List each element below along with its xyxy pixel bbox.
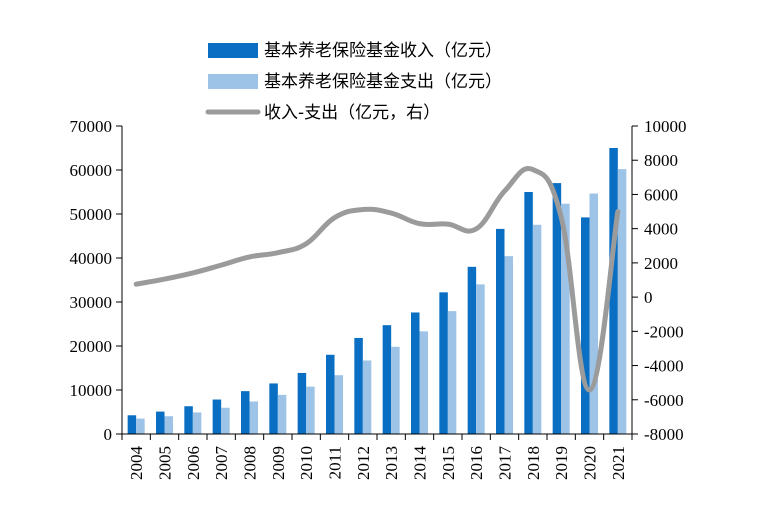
legend-label-0: 基本养老保险基金收入（亿元） xyxy=(264,41,502,61)
bar-expenditure-2014 xyxy=(419,331,428,434)
x-tick-label: 2008 xyxy=(241,446,260,480)
y-right-tick-label: 10000 xyxy=(644,117,687,136)
x-tick-label: 2004 xyxy=(127,446,146,481)
bar-expenditure-2021 xyxy=(617,169,627,435)
legend-label-2: 收入-支出（亿元，右） xyxy=(264,103,440,123)
x-tick-label: 2007 xyxy=(212,446,231,481)
bar-income-2014 xyxy=(411,312,420,434)
bar-income-2004 xyxy=(127,415,137,434)
x-tick-label: 2015 xyxy=(439,446,458,480)
bar-income-2007 xyxy=(212,399,222,434)
bar-expenditure-2004 xyxy=(136,418,145,434)
bar-income-2005 xyxy=(156,411,165,434)
bar-income-2018 xyxy=(524,191,533,434)
bar-expenditure-2016 xyxy=(476,284,485,434)
y-left-tick-label: 40000 xyxy=(70,249,113,268)
series-line-income-minus-expenditure xyxy=(133,166,621,393)
bar-income-2011 xyxy=(326,354,335,434)
bar-income-2012 xyxy=(354,337,363,434)
bar-expenditure-2019 xyxy=(561,203,570,434)
x-tick-label: 2016 xyxy=(467,446,486,480)
y-left-tick-label: 30000 xyxy=(70,293,113,312)
y-right-tick-label: -4000 xyxy=(644,357,684,376)
x-tick-label: 2019 xyxy=(552,446,571,480)
y-right-tick-label: 2000 xyxy=(644,254,678,273)
x-tick-label: 2013 xyxy=(382,446,401,480)
bar-expenditure-2008 xyxy=(249,401,258,434)
x-tick-label: 2005 xyxy=(156,446,175,480)
bar-expenditure-2015 xyxy=(447,311,457,434)
y-right-tick-label: 6000 xyxy=(644,185,678,204)
bar-expenditure-2007 xyxy=(221,407,230,434)
y-left-tick-label: 70000 xyxy=(70,117,113,136)
bar-income-2019 xyxy=(552,183,562,434)
y-left-tick-label: 20000 xyxy=(70,337,113,356)
x-tick-label: 2020 xyxy=(581,446,600,480)
y-left-tick-label: 50000 xyxy=(70,205,113,224)
x-tick-label: 2011 xyxy=(326,446,345,479)
x-tick-label: 2021 xyxy=(609,446,628,480)
y-right-tick-label: 0 xyxy=(644,288,653,307)
y-left-tick-label: 0 xyxy=(104,425,113,444)
bar-expenditure-2005 xyxy=(164,416,173,434)
bar-expenditure-2010 xyxy=(306,386,315,434)
bar-income-2010 xyxy=(297,372,307,434)
bar-expenditure-2018 xyxy=(532,224,542,434)
bar-income-2013 xyxy=(382,325,392,434)
x-tick-label: 2017 xyxy=(496,446,515,481)
y-right-tick-label: 4000 xyxy=(644,220,678,239)
y-right-tick-label: -8000 xyxy=(644,425,684,444)
y-right-tick-label: -2000 xyxy=(644,322,684,341)
legend-label-1: 基本养老保险基金支出（亿元） xyxy=(264,72,502,92)
x-tick-label: 2014 xyxy=(411,446,430,481)
bar-expenditure-2013 xyxy=(391,346,400,434)
bar-expenditure-2012 xyxy=(362,360,372,434)
bar-income-2008 xyxy=(241,391,250,434)
bar-expenditure-2009 xyxy=(277,394,287,434)
bar-income-2020 xyxy=(581,217,590,434)
bar-income-2016 xyxy=(467,266,477,434)
bar-income-2009 xyxy=(269,383,278,434)
y-left-tick-label: 60000 xyxy=(70,161,113,180)
x-tick-label: 2018 xyxy=(524,446,543,480)
x-tick-label: 2006 xyxy=(184,446,203,480)
bar-expenditure-2011 xyxy=(334,375,343,434)
bar-income-2015 xyxy=(439,292,448,434)
bar-income-2006 xyxy=(184,406,193,434)
x-tick-label: 2012 xyxy=(354,446,373,480)
bar-expenditure-2020 xyxy=(589,193,598,434)
x-tick-label: 2009 xyxy=(269,446,288,480)
y-right-tick-label: -6000 xyxy=(644,391,684,410)
bar-expenditure-2006 xyxy=(192,412,202,434)
legend-swatch-income xyxy=(208,43,258,58)
y-right-tick-label: 8000 xyxy=(644,151,678,170)
x-tick-label: 2010 xyxy=(297,446,316,480)
bar-income-2021 xyxy=(609,148,618,434)
bar-expenditure-2017 xyxy=(504,256,513,434)
y-left-tick-label: 10000 xyxy=(70,381,113,400)
bar-income-2017 xyxy=(496,228,505,434)
legend-swatch-expenditure xyxy=(208,74,258,89)
